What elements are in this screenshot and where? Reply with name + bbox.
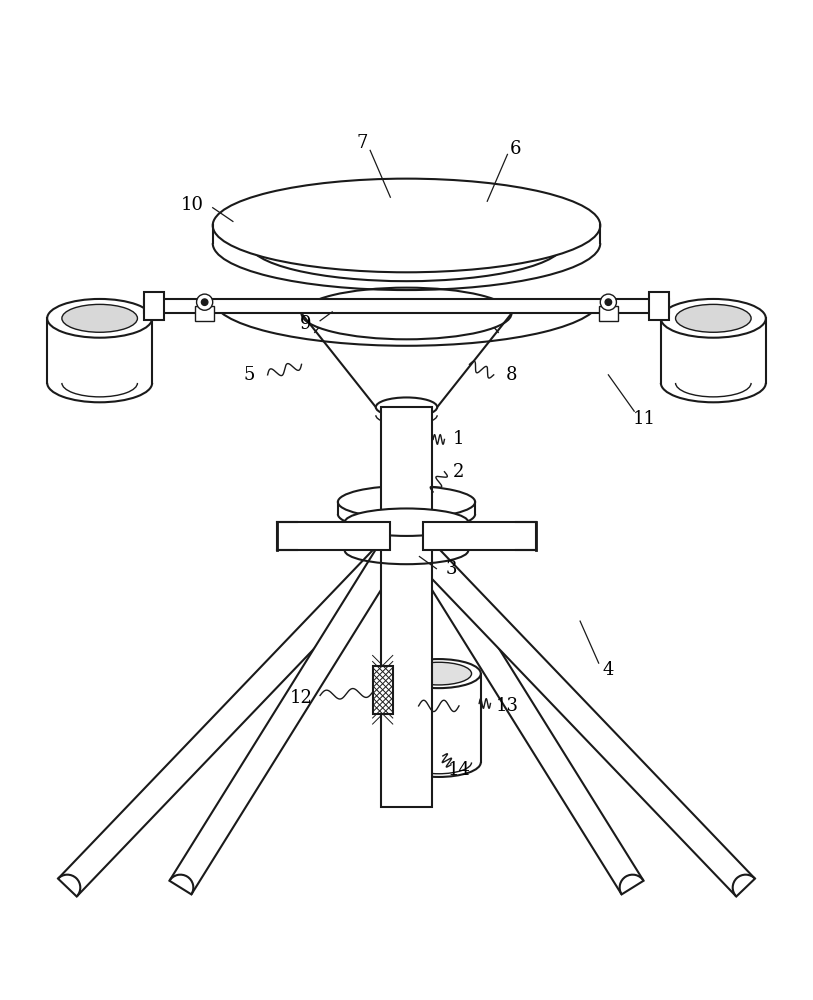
Text: 10: 10 xyxy=(181,196,204,214)
Circle shape xyxy=(202,299,208,305)
Ellipse shape xyxy=(62,304,137,332)
Bar xyxy=(277,522,390,550)
Ellipse shape xyxy=(197,294,213,310)
Ellipse shape xyxy=(600,294,616,310)
Bar xyxy=(195,306,215,321)
Ellipse shape xyxy=(406,662,472,685)
Text: 7: 7 xyxy=(356,134,367,152)
Text: 8: 8 xyxy=(506,366,517,384)
Text: 13: 13 xyxy=(496,697,519,715)
Ellipse shape xyxy=(47,299,152,338)
Ellipse shape xyxy=(338,486,475,518)
Ellipse shape xyxy=(268,196,545,263)
Text: 14: 14 xyxy=(447,761,471,779)
Ellipse shape xyxy=(302,288,511,339)
Bar xyxy=(144,292,164,320)
Text: 11: 11 xyxy=(633,410,656,428)
Ellipse shape xyxy=(376,397,437,417)
Ellipse shape xyxy=(213,179,600,272)
Ellipse shape xyxy=(661,299,766,338)
Circle shape xyxy=(605,299,611,305)
Bar xyxy=(423,522,536,550)
Ellipse shape xyxy=(676,304,751,332)
Polygon shape xyxy=(411,544,644,894)
Bar xyxy=(144,299,669,313)
Bar xyxy=(649,292,669,320)
Text: 6: 6 xyxy=(510,140,521,158)
Bar xyxy=(598,306,618,321)
Polygon shape xyxy=(413,542,755,897)
Bar xyxy=(372,666,393,714)
Text: 5: 5 xyxy=(243,366,254,384)
Polygon shape xyxy=(169,544,402,894)
Polygon shape xyxy=(58,542,400,897)
Text: 12: 12 xyxy=(290,689,313,707)
Text: 4: 4 xyxy=(602,661,614,679)
Text: 2: 2 xyxy=(454,463,465,481)
Text: 9: 9 xyxy=(300,315,311,333)
Ellipse shape xyxy=(397,659,480,688)
Text: 3: 3 xyxy=(446,560,457,578)
Text: 1: 1 xyxy=(453,430,465,448)
Ellipse shape xyxy=(249,188,564,263)
Bar xyxy=(380,407,433,807)
Ellipse shape xyxy=(345,508,468,536)
